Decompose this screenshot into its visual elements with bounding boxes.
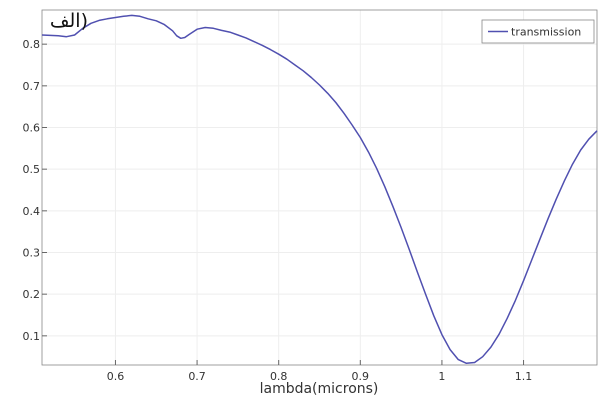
plot-frame xyxy=(41,9,598,366)
axis-ticks: 0.6 0.7 0.8 0.9 1 1.1 0.1 0.2 0.3 0.4 0.5 0.6 0.7 0.8 xyxy=(23,38,533,383)
y-tick-label: 0.4 xyxy=(23,205,41,218)
chart-title: (الف xyxy=(50,10,88,32)
x-tick-label: 0.6 xyxy=(107,370,125,383)
y-tick-label: 0.8 xyxy=(23,38,41,51)
x-tick-label: 0.8 xyxy=(270,370,288,383)
x-tick-label: 0.9 xyxy=(352,370,370,383)
legend: transmission xyxy=(481,19,595,44)
legend-box xyxy=(481,19,595,44)
grid xyxy=(42,10,597,365)
y-tick-label: 0.2 xyxy=(23,288,41,301)
y-tick-label: 0.6 xyxy=(23,122,41,135)
x-tick-label: 0.7 xyxy=(188,370,206,383)
y-tick-label: 0.5 xyxy=(23,163,41,176)
legend-label: transmission xyxy=(511,26,581,39)
x-tick-label: 1.1 xyxy=(515,370,533,383)
x-tick-label: 1 xyxy=(438,370,445,383)
y-tick-label: 0.7 xyxy=(23,80,41,93)
series-layer xyxy=(41,14,598,365)
x-axis-label: lambda(microns) xyxy=(260,381,379,397)
series-line-transmission xyxy=(41,14,598,365)
y-tick-label: 0.3 xyxy=(23,247,41,260)
y-tick-label: 0.1 xyxy=(23,330,41,343)
